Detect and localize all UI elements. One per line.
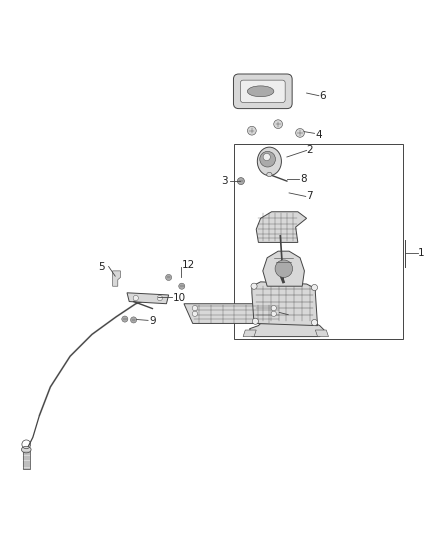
Ellipse shape bbox=[257, 147, 281, 175]
Circle shape bbox=[131, 317, 137, 323]
Polygon shape bbox=[263, 251, 304, 286]
Circle shape bbox=[122, 316, 128, 322]
Polygon shape bbox=[184, 304, 280, 324]
Text: 3: 3 bbox=[221, 176, 228, 186]
Circle shape bbox=[157, 295, 162, 301]
Circle shape bbox=[296, 128, 304, 138]
Polygon shape bbox=[243, 330, 256, 336]
Bar bbox=[23, 449, 30, 469]
Ellipse shape bbox=[260, 151, 276, 167]
Ellipse shape bbox=[263, 154, 270, 160]
Text: 4: 4 bbox=[315, 130, 322, 140]
Text: 1: 1 bbox=[418, 248, 425, 259]
Circle shape bbox=[311, 319, 318, 326]
Polygon shape bbox=[113, 271, 120, 286]
Circle shape bbox=[179, 283, 185, 289]
Polygon shape bbox=[252, 282, 318, 326]
Polygon shape bbox=[256, 212, 307, 243]
Circle shape bbox=[271, 311, 276, 317]
Circle shape bbox=[192, 305, 198, 311]
Circle shape bbox=[311, 285, 318, 290]
Polygon shape bbox=[315, 330, 328, 336]
Text: 9: 9 bbox=[149, 316, 155, 326]
Text: 5: 5 bbox=[99, 262, 105, 271]
Bar bbox=[234, 144, 403, 339]
Text: 12: 12 bbox=[182, 260, 195, 270]
Circle shape bbox=[237, 177, 244, 184]
Circle shape bbox=[247, 126, 256, 135]
Circle shape bbox=[166, 274, 172, 280]
Ellipse shape bbox=[275, 260, 293, 278]
Text: 6: 6 bbox=[320, 91, 326, 101]
Circle shape bbox=[274, 120, 283, 128]
Text: 10: 10 bbox=[173, 293, 186, 303]
Circle shape bbox=[252, 318, 258, 324]
Ellipse shape bbox=[247, 86, 274, 96]
Circle shape bbox=[251, 283, 257, 289]
Text: 2: 2 bbox=[307, 146, 313, 156]
Text: 8: 8 bbox=[300, 174, 307, 184]
Ellipse shape bbox=[267, 172, 272, 177]
FancyBboxPatch shape bbox=[240, 80, 285, 102]
Circle shape bbox=[192, 311, 198, 317]
FancyBboxPatch shape bbox=[233, 74, 292, 109]
Circle shape bbox=[133, 295, 138, 301]
Text: 7: 7 bbox=[307, 191, 313, 201]
Polygon shape bbox=[250, 321, 324, 336]
Text: 11: 11 bbox=[289, 311, 302, 320]
Ellipse shape bbox=[21, 446, 31, 453]
Polygon shape bbox=[127, 293, 169, 304]
Circle shape bbox=[271, 305, 276, 311]
